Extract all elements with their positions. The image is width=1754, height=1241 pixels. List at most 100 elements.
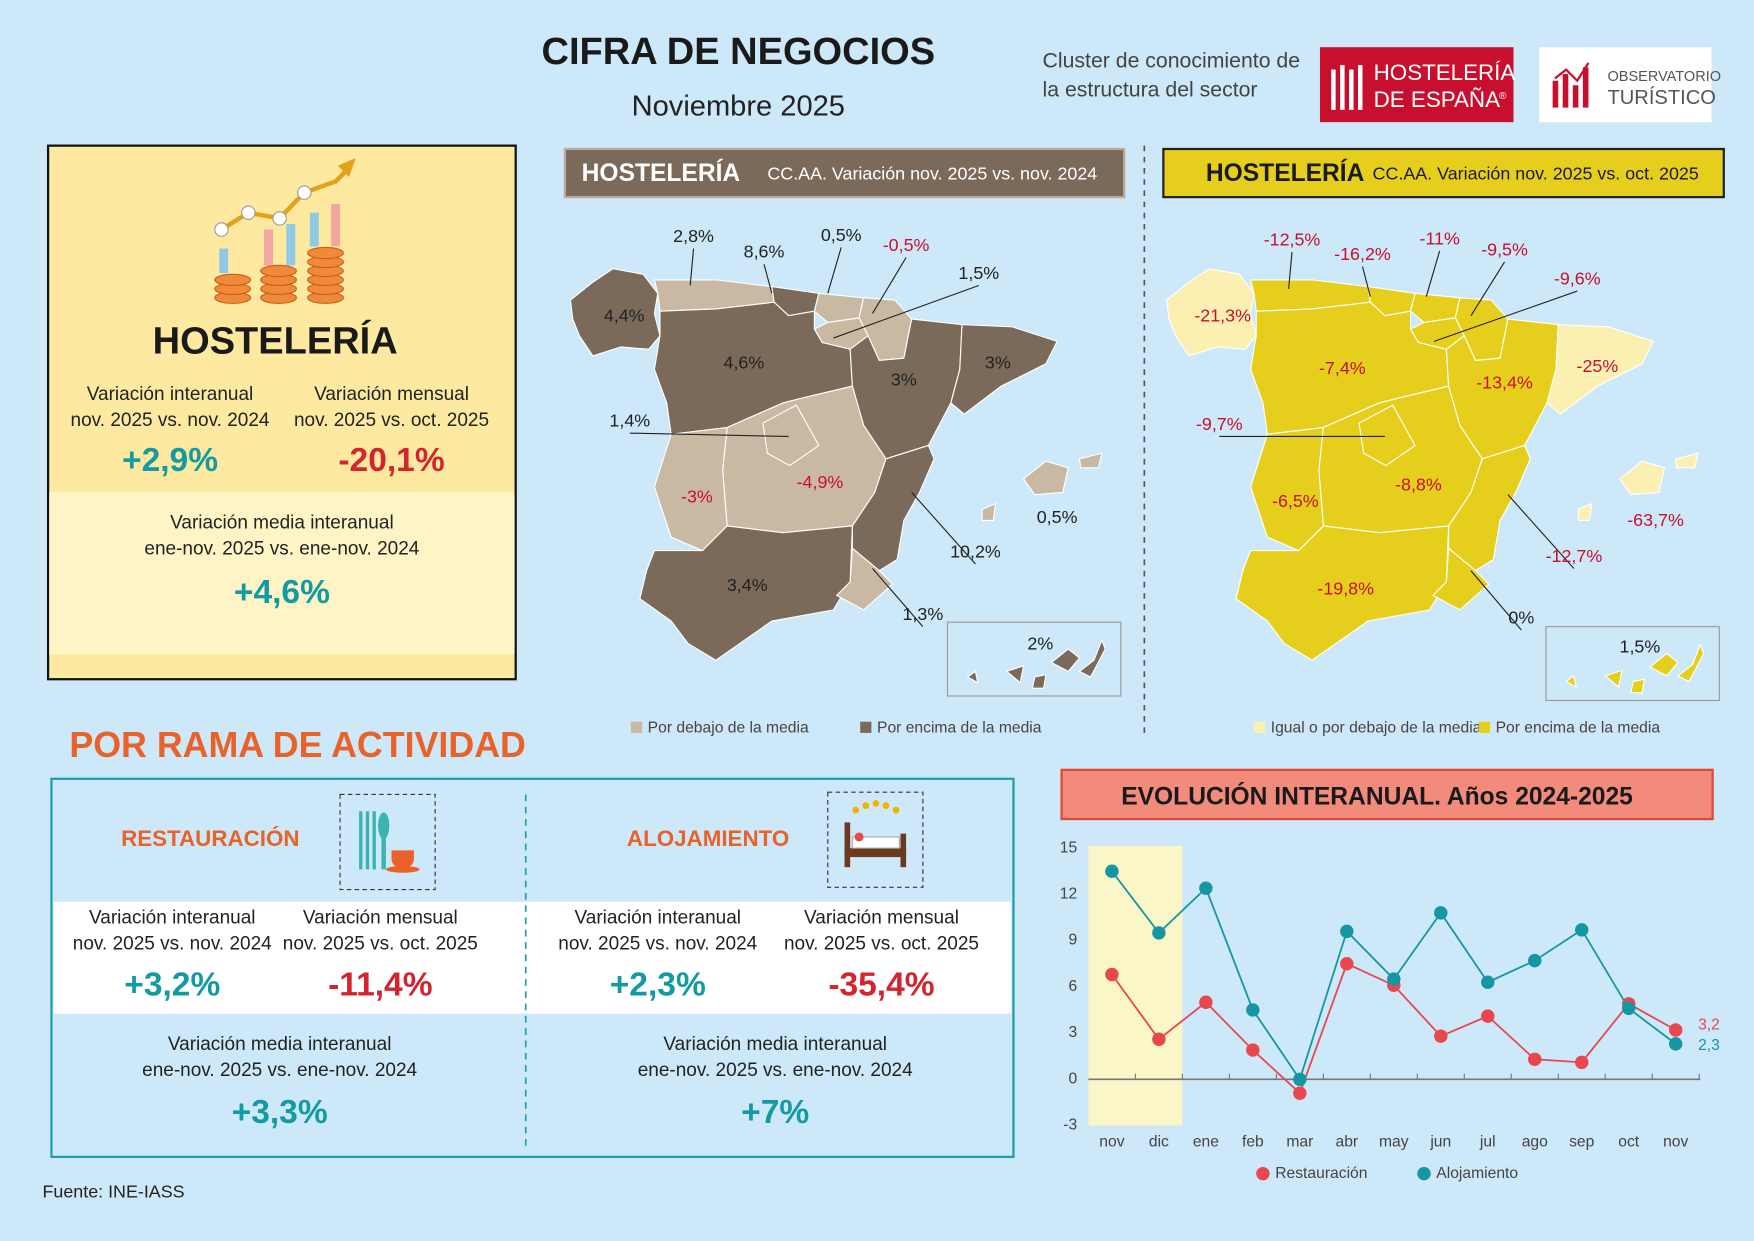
region-label: -6,5% <box>1272 491 1319 511</box>
region-label: 8,6% <box>744 242 785 262</box>
x-tick-label: oct <box>1618 1133 1640 1150</box>
leader-line <box>629 432 789 438</box>
region <box>1546 324 1655 415</box>
indicator-value: +7% <box>741 1094 809 1131</box>
region-label: 2,8% <box>673 226 714 246</box>
data-point <box>1575 1055 1589 1070</box>
map-title: CC.AA. Variación nov. 2025 vs. nov. 2024 <box>767 163 1097 183</box>
region-label: 3% <box>891 369 917 389</box>
leader-line <box>1288 251 1293 289</box>
region <box>835 547 894 611</box>
leader-line <box>1361 266 1371 297</box>
region <box>1031 674 1047 689</box>
x-tick-label: ago <box>1522 1133 1548 1150</box>
x-tick-label: dic <box>1149 1133 1169 1150</box>
canarias-box <box>1545 626 1720 702</box>
data-point <box>1668 1023 1683 1037</box>
indicator-label: nov. 2025 vs. nov. 2024 <box>73 933 272 954</box>
region <box>950 324 1058 415</box>
x-tick-label: jun <box>1429 1133 1451 1150</box>
indicator-label: Variación mensual <box>804 908 959 929</box>
leader-line <box>1507 494 1575 569</box>
data-point <box>1387 972 1401 986</box>
logo-text: HOSTELERÍA <box>1374 60 1516 85</box>
indicator-label: nov. 2025 vs. oct. 2025 <box>294 410 489 431</box>
y-tick-label: 15 <box>1060 839 1078 856</box>
region <box>1235 525 1450 661</box>
generated: CIFRA DE NEGOCIOS Noviembre 2025 Cluster d… <box>43 31 1722 1201</box>
y-tick-label: 0 <box>1069 1070 1078 1087</box>
restaurant-icon <box>339 793 436 891</box>
y-tick-label: -3 <box>1063 1117 1077 1134</box>
logo-text: ® <box>1499 91 1507 102</box>
legend-swatch <box>630 721 643 733</box>
cluster-text: Cluster de conocimiento de <box>1043 48 1301 72</box>
data-point <box>1152 1032 1166 1046</box>
x-tick-label: nov <box>1099 1133 1124 1150</box>
chart-header <box>1060 768 1714 821</box>
logo-text: OBSERVATORIO <box>1607 69 1721 85</box>
cluster-text: la estructura del sector <box>1043 77 1258 101</box>
data-point <box>1293 1086 1307 1100</box>
region <box>1448 444 1531 572</box>
data-point <box>1293 1072 1307 1087</box>
chart-title: EVOLUCIÓN INTERANUAL. Años 2024-2025 <box>1121 782 1633 810</box>
indicator-label: Variación mensual <box>314 384 469 405</box>
x-tick-label: jul <box>1479 1133 1496 1150</box>
region-label: -19,8% <box>1317 578 1374 598</box>
leader-line <box>1470 261 1506 316</box>
region <box>1005 664 1025 684</box>
region <box>966 670 979 684</box>
indicator-label: ene-nov. 2025 vs. ene-nov. 2024 <box>142 1060 417 1081</box>
canarias-box <box>946 621 1122 697</box>
region-label: -3% <box>681 487 713 507</box>
leader-line <box>1433 290 1578 342</box>
indicator-label: Variación interanual <box>574 908 741 929</box>
indicator-label: Variación interanual <box>89 908 256 929</box>
indicator-label: Variación media interanual <box>663 1034 887 1055</box>
indicator-label: nov. 2025 vs. nov. 2024 <box>71 410 270 431</box>
region-label: -7,4% <box>1319 358 1366 378</box>
region <box>1676 642 1705 683</box>
region <box>1050 648 1081 673</box>
leader-line <box>833 284 979 339</box>
indicator-value: -20,1% <box>338 442 444 479</box>
region-label: 0,5% <box>821 225 862 245</box>
region <box>981 502 997 521</box>
region-label: -9,7% <box>1196 414 1243 434</box>
region-label: 3,4% <box>727 575 768 595</box>
region <box>1432 547 1490 611</box>
data-point <box>1575 923 1589 937</box>
growth-icon <box>214 157 356 304</box>
map-header <box>1162 147 1725 199</box>
data-label: 2,3 <box>1698 1037 1720 1054</box>
region-label: -21,3% <box>1194 306 1251 326</box>
legend-swatch <box>1478 721 1491 733</box>
indicator-value: -11,4% <box>328 967 432 1004</box>
region-label: 1,5% <box>1620 637 1661 657</box>
data-point <box>1434 1029 1448 1043</box>
region-label: -63,7% <box>1627 510 1684 530</box>
map-tag: HOSTELERÍA <box>1206 159 1365 187</box>
legend-label: Por debajo de la media <box>648 720 809 737</box>
region <box>1358 404 1416 467</box>
region-label: -9,6% <box>1554 269 1601 289</box>
source: Fuente: INE-IASS <box>43 1181 185 1201</box>
region-label: -0,5% <box>883 235 930 255</box>
region-label: 1,3% <box>902 604 943 624</box>
leader-line <box>872 257 907 314</box>
region-label: 3% <box>985 352 1011 372</box>
leader-line <box>872 568 924 628</box>
leader-line <box>911 492 976 565</box>
x-tick-label: mar <box>1286 1133 1313 1150</box>
data-point <box>1622 1001 1636 1016</box>
data-label: 3,2 <box>1698 1017 1720 1034</box>
x-tick-label: sep <box>1569 1133 1595 1150</box>
x-tick-label: abr <box>1336 1133 1359 1150</box>
branch-box <box>50 777 1015 1158</box>
legend-swatch <box>860 721 872 733</box>
logo-icon <box>1331 65 1363 110</box>
indicator-value: +4,6% <box>234 574 330 611</box>
region <box>851 444 935 572</box>
